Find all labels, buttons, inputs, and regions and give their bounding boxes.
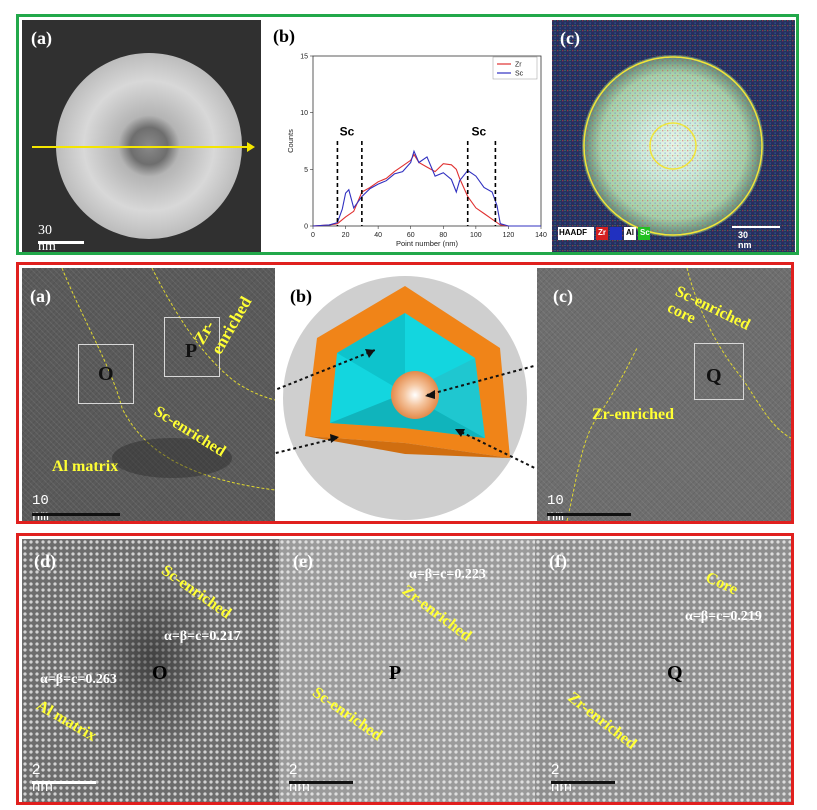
fig1-panel-b-label: (b) bbox=[273, 26, 295, 46]
x-tick-label: 40 bbox=[374, 232, 382, 239]
fig2-panel-c-label: (c) bbox=[553, 286, 573, 306]
x-tick-label: 140 bbox=[535, 232, 547, 239]
scale-bar-line bbox=[32, 781, 96, 784]
fig3e-param: α=β=c=0.223 bbox=[409, 567, 486, 582]
scale-bar-label: 2 nm bbox=[32, 761, 53, 795]
fig3-panel-e-image: (e) α=β=c=0.223 Zr-enriched P Sc-enriche… bbox=[279, 539, 535, 802]
x-tick-label: 80 bbox=[439, 232, 447, 239]
box-o-label: O bbox=[98, 363, 114, 385]
fig3d-point-o: O bbox=[152, 662, 168, 684]
legend-sc: Sc bbox=[640, 228, 650, 237]
fig2a-region-al-matrix: Al matrix bbox=[52, 458, 119, 475]
scale-bar-line bbox=[547, 513, 631, 516]
fig3-panel-e-label: (e) bbox=[293, 551, 313, 571]
legend-zr: Zr bbox=[598, 228, 606, 237]
x-tick-label: 120 bbox=[503, 232, 515, 239]
fig2-panel-c-image: (c) Sc-enriched core Zr-enriched Q 10 nm bbox=[537, 268, 791, 521]
scale-bar-line bbox=[551, 781, 615, 784]
scale-bar-line bbox=[38, 241, 84, 244]
haadf-particle-image bbox=[22, 20, 261, 252]
fig2c-region-zr-enriched: Zr-enriched bbox=[592, 406, 675, 423]
box-p bbox=[164, 317, 220, 377]
fig1-panel-a-image: (a) 30 nm bbox=[22, 20, 261, 252]
fig2-panel-a-image: (a) Zr-enriched Sc-enriched Al matrix O … bbox=[22, 268, 275, 521]
fig2-panel-b-schematic: (b) bbox=[275, 268, 535, 521]
fig3e-point-p: P bbox=[389, 662, 402, 684]
legend-label-zr: Zr bbox=[515, 62, 522, 69]
fig3-panel-f-label: (f) bbox=[549, 551, 567, 571]
legend-label-sc: Sc bbox=[515, 71, 524, 78]
x-tick-label: 100 bbox=[470, 232, 482, 239]
fig3d-param-matrix: α=β=c=0.263 bbox=[40, 672, 117, 687]
plot-area bbox=[312, 55, 542, 227]
fig1-panel-c-label: (c) bbox=[560, 28, 580, 48]
legend-al: Al bbox=[626, 228, 634, 237]
figure3-frame: (d) Sc-enriched α=β=c=0.217 α=β=c=0.263 … bbox=[16, 533, 794, 805]
scale-bar-label: 30 nm bbox=[738, 230, 752, 250]
fig3f-region-zr-enriched: Zr-enriched bbox=[564, 689, 640, 753]
y-tick-label: 0 bbox=[304, 224, 308, 231]
box-p-label: P bbox=[185, 340, 198, 362]
fig3-panel-d-image: (d) Sc-enriched α=β=c=0.217 α=β=c=0.263 … bbox=[22, 539, 279, 802]
fig3f-region-core: Core bbox=[702, 569, 741, 599]
scale-bar-line bbox=[732, 226, 780, 228]
scale-bar-label: 30 nm bbox=[38, 223, 56, 252]
y-tick-label: 10 bbox=[300, 110, 308, 117]
series-line-sc bbox=[312, 149, 541, 227]
fig3d-param-shell: α=β=c=0.217 bbox=[164, 629, 241, 644]
dark-contrast-region bbox=[82, 559, 222, 759]
x-axis-label: Point number (nm) bbox=[396, 239, 459, 248]
y-tick-label: 5 bbox=[304, 167, 308, 174]
scale-bar-label: 10 nm bbox=[32, 493, 49, 521]
fig2-panel-b-label: (b) bbox=[290, 286, 312, 306]
fig1-panel-b-chart: (b) 0 20 40 60 80 100 120 140 0 5 10 15 Point number… bbox=[265, 20, 548, 252]
fig2-panel-a-label: (a) bbox=[30, 286, 51, 306]
fig3-panel-d-label: (d) bbox=[34, 551, 56, 571]
scale-bar-line bbox=[289, 781, 353, 784]
fig3-panel-f-image: (f) Core α=β=c=0.219 Q Zr-enriched 2 nm bbox=[535, 539, 791, 802]
figure1-frame: (a) 30 nm (b) 0 20 40 60 80 100 120 140 0 5 10 15 Po… bbox=[16, 14, 799, 255]
eds-map-image bbox=[552, 20, 795, 252]
fig2c-boundaries bbox=[566, 268, 791, 521]
scale-bar-label: 2 nm bbox=[551, 761, 572, 795]
x-tick-label: 60 bbox=[407, 232, 415, 239]
figure2-frame: (a) Zr-enriched Sc-enriched Al matrix O … bbox=[16, 262, 794, 524]
scale-bar-line bbox=[32, 513, 120, 516]
fig1-panel-c-eds-map: (c) HAADF Zr Al Sc 30 nm bbox=[552, 20, 795, 252]
box-q bbox=[694, 343, 744, 400]
box-q-label: Q bbox=[706, 365, 722, 387]
line-profile-svg: 0 20 40 60 80 100 120 140 0 5 10 15 Point number (nm… bbox=[286, 54, 547, 249]
scale-bar-label: 2 nm bbox=[289, 761, 310, 795]
y-tick-label: 15 bbox=[300, 54, 308, 61]
annotation-sc: Sc bbox=[472, 124, 487, 138]
fig2a-boundaries bbox=[61, 268, 275, 491]
y-axis-label: Counts bbox=[286, 129, 295, 153]
scale-bar-label: 10 nm bbox=[547, 493, 564, 521]
core-shell-schematic bbox=[275, 276, 535, 520]
fig3e-region-zr-enriched: Zr-enriched bbox=[398, 582, 475, 645]
fig3e-region-sc-enriched: Sc-enriched bbox=[309, 684, 386, 745]
fig1-panel-a-label: (a) bbox=[31, 28, 52, 48]
fig3f-point-q: Q bbox=[667, 662, 683, 684]
box-o bbox=[78, 344, 134, 404]
x-tick-label: 20 bbox=[342, 232, 350, 239]
annotation-sc: Sc bbox=[340, 124, 355, 138]
x-tick-label: 0 bbox=[311, 232, 315, 239]
fig3f-param: α=β=c=0.219 bbox=[685, 609, 762, 624]
series-line-zr bbox=[312, 153, 541, 227]
legend-haadf: HAADF bbox=[559, 228, 587, 237]
